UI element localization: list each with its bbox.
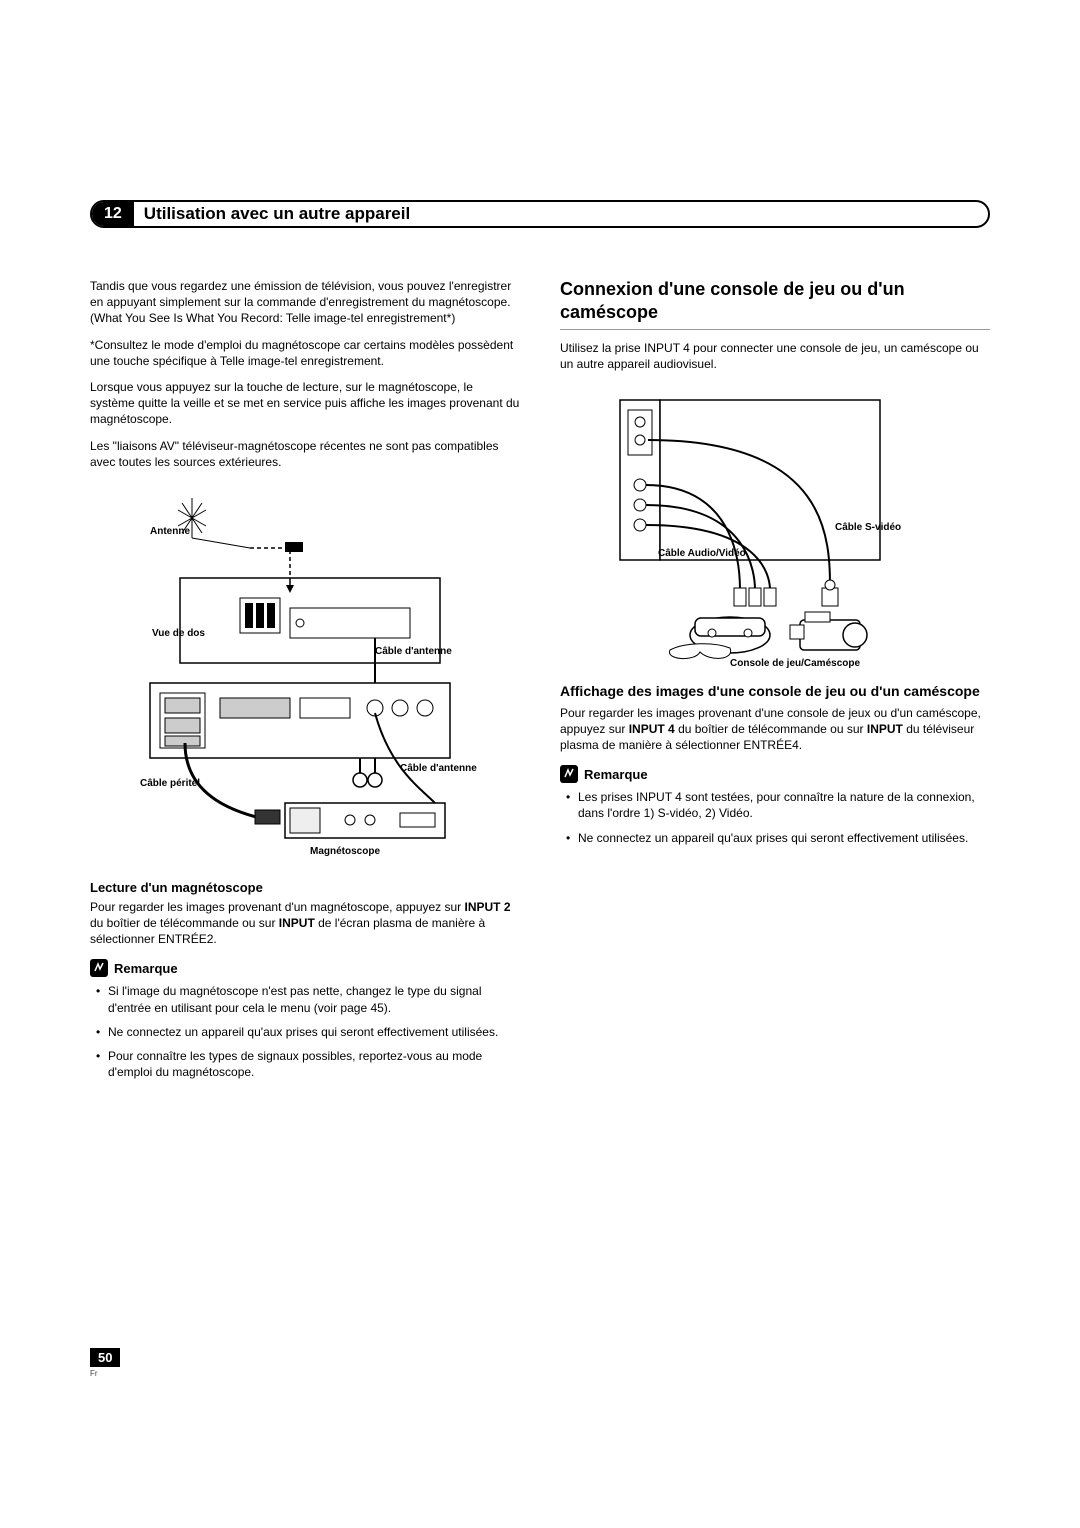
left-column: Tandis que vous regardez une émission de… [90,278,520,1088]
remark-header: Remarque [90,959,520,977]
paragraph: *Consultez le mode d'emploi du magnétosc… [90,337,520,369]
diagram-label-console: Console de jeu/Caméscope [730,658,860,669]
diagram-label-cable-antenne: Câble d'antenne [375,646,452,657]
page-number: 50 [90,1348,120,1367]
diagram-label-cable-av: Câble Audio/Vidéo [658,548,746,559]
subsection-title: Lecture d'un magnétoscope [90,880,520,895]
chapter-title: Utilisation avec un autre appareil [134,204,410,224]
diagram-label-vue-de-dos: Vue de dos [152,628,205,639]
chapter-header: 12 Utilisation avec un autre appareil [90,200,990,228]
list-item: Pour connaître les types de signaux poss… [96,1048,520,1080]
page-footer: 50 Fr [90,1348,120,1378]
remark-bullets-right: Les prises INPUT 4 sont testées, pour co… [560,789,990,846]
content-columns: Tandis que vous regardez une émission de… [90,278,990,1088]
vcr-diagram-svg [90,488,490,868]
remark-label: Remarque [114,961,178,976]
paragraph: Utilisez la prise INPUT 4 pour connecter… [560,340,990,372]
paragraph: Pour regarder les images provenant d'un … [90,899,520,948]
section-rule [560,329,990,330]
section-title: Connexion d'une console de jeu ou d'un c… [560,278,990,323]
chapter-number: 12 [92,202,134,226]
console-connection-diagram: Câble S-vidéo Câble Audio/Vidéo Console … [600,390,990,670]
diagram-label-cable-peritel: Câble péritel [140,778,200,789]
list-item: Si l'image du magnétoscope n'est pas net… [96,983,520,1015]
diagram-label-antenne: Antenne [150,526,190,537]
diagram-label-cable-svideo: Câble S-vidéo [835,522,901,533]
vcr-connection-diagram: Antenne Vue de dos Câble d'antenne Câble… [90,488,520,868]
subsection-title: Affichage des images d'une console de je… [560,682,990,700]
note-icon [90,959,108,977]
page: 12 Utilisation avec un autre appareil Ta… [0,0,1080,1148]
list-item: Ne connectez un appareil qu'aux prises q… [96,1024,520,1040]
remark-label: Remarque [584,767,648,782]
paragraph: Tandis que vous regardez une émission de… [90,278,520,327]
list-item: Les prises INPUT 4 sont testées, pour co… [566,789,990,821]
list-item: Ne connectez un appareil qu'aux prises q… [566,830,990,846]
note-icon [560,765,578,783]
paragraph: Les "liaisons AV" téléviseur-magnétoscop… [90,438,520,470]
diagram-label-cable-antenne2: Câble d'antenne [400,763,477,774]
right-column: Connexion d'une console de jeu ou d'un c… [560,278,990,1088]
remark-bullets-left: Si l'image du magnétoscope n'est pas net… [90,983,520,1080]
diagram-label-magnetoscope: Magnétoscope [310,846,380,857]
console-diagram-svg [600,390,960,670]
paragraph: Lorsque vous appuyez sur la touche de le… [90,379,520,428]
paragraph: Pour regarder les images provenant d'une… [560,705,990,754]
remark-header: Remarque [560,765,990,783]
page-language: Fr [90,1369,120,1378]
